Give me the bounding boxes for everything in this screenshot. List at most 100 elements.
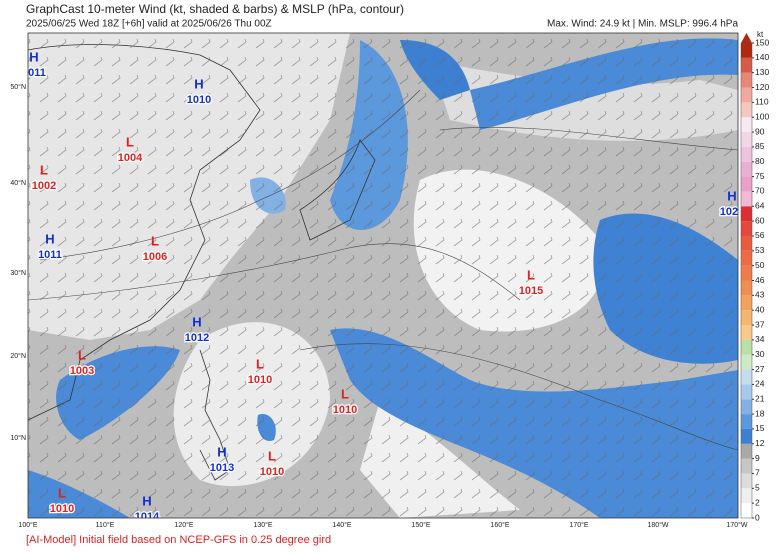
stats: Max. Wind: 24.9 kt | Min. MSLP: 996.4 hP… [547,19,738,30]
colorbar-label: 2 [755,497,760,507]
colorbar-segment [741,384,752,400]
center-kind: L [151,233,159,248]
colorbar-segment [741,488,752,504]
colorbar-segment [741,102,752,118]
colorbar-segment [741,503,752,518]
axes: 100°E 110°E 120°E 130°E 140°E 150°E 160°E 170°E… [10,83,748,529]
colorbar: 0 2 5 7 9 12 15 18 21 24 27 30 34 37 40 43 46 50 53 56 60 64 7… [740,30,769,522]
colorbar-segment [741,72,752,88]
lon-label: 180°W [647,521,668,529]
subtitle: 2025/06/25 Wed 18Z [+6h] valid at 2025/0… [26,19,272,30]
center-value: 1013 [210,462,234,474]
colorbar-label: 120 [755,82,769,92]
colorbar-segment [741,250,752,266]
center-value: 1010 [248,374,272,386]
colorbar-segment [741,280,752,296]
colorbar-segment [741,161,752,177]
center-kind: L [268,448,276,463]
colorbar-label: 37 [755,319,765,329]
map-frame [27,32,739,519]
colorbar-label: 85 [755,141,765,151]
colorbar-segment [741,235,752,251]
colorbar-segment [741,265,752,281]
center-kind: H [727,188,736,203]
colorbar-label: 50 [755,260,765,270]
colorbar-label: 100 [755,111,769,121]
colorbar-label: 9 [755,453,760,463]
colorbar-label: 70 [755,186,765,196]
colorbar-segment [741,57,752,73]
colorbar-label: 53 [755,245,765,255]
colorbar-label: 150 [755,37,769,47]
colorbar-label: 75 [755,171,765,181]
colorbar-label: 18 [755,408,765,418]
center-kind: L [40,162,48,177]
center-value: 1006 [143,251,167,263]
colorbar-segment [741,458,752,474]
center-value: 1010 [50,503,74,515]
colorbar-segment [741,325,752,340]
center-value: 1011 [38,249,62,261]
center-kind: L [78,347,86,362]
center-kind: H [29,49,38,64]
colorbar-label: 0 [755,512,760,522]
colorbar-segment [741,369,752,385]
colorbar-segment [741,354,752,370]
colorbar-segment [741,43,752,58]
lat-label: 30°N [10,269,26,277]
pressure-centers: H 1011 H 1010 L 1004 L 1002 H 1011 L 1006 H 1012 L 1003… [22,49,738,523]
lon-label: 100°E [18,521,37,529]
lon-label: 130°E [253,521,272,529]
center-kind: H [142,493,151,508]
colorbar-label: 27 [755,364,765,374]
colorbar-label: 140 [755,52,769,62]
colorbar-segment [741,87,752,103]
center-kind: H [194,76,203,91]
lat-label: 10°N [10,434,26,442]
center-value: 1012 [185,332,209,344]
colorbar-label: 43 [755,290,765,300]
colorbar-segment [741,146,752,162]
center-value: 1014 [135,511,160,523]
colorbar-segment [741,473,752,489]
center-value: 1011 [22,67,46,79]
colorbar-segment [741,221,752,236]
footer: [AI-Model] Initial field based on NCEP-G… [26,534,331,546]
center-kind: L [341,386,349,401]
colorbar-segment [741,176,752,192]
lat-label: 20°N [10,352,26,360]
colorbar-label: 21 [755,394,765,404]
colorbar-label: 15 [755,423,765,433]
lon-label: 150°E [411,521,430,529]
colorbar-label: 56 [755,230,765,240]
colorbar-label: 46 [755,275,765,285]
center-kind: H [192,314,201,329]
center-kind: H [45,231,54,246]
colorbar-label: 40 [755,304,765,314]
colorbar-label: 64 [755,201,765,211]
colorbar-segment [741,191,752,207]
lon-label: 110°E [96,521,115,529]
lat-label: 50°N [10,83,26,91]
lon-label: 170°E [569,521,588,529]
colorbar-segment [741,132,752,147]
colorbar-segment [741,428,752,444]
colorbar-segment [741,117,752,133]
center-value: 1010 [260,466,284,478]
colorbar-label: 34 [755,334,765,344]
title: GraphCast 10-meter Wind (kt, shaded & ba… [26,2,404,16]
colorbar-segment [741,339,752,355]
map: H 1011 H 1010 L 1004 L 1002 H 1011 L 1006 H 1012 L 1003… [22,33,738,523]
colorbar-unit: kt [757,30,764,39]
colorbar-label: 80 [755,156,765,166]
lon-label: 160°E [490,521,509,529]
colorbar-label: 110 [755,97,769,107]
center-kind: L [126,134,134,149]
center-value: 1003 [70,365,94,377]
lon-label: 120°E [174,521,193,529]
colorbar-label: 130 [755,67,769,77]
colorbar-segment [741,310,752,326]
colorbar-segment [741,414,752,429]
center-value: 1004 [118,152,143,164]
